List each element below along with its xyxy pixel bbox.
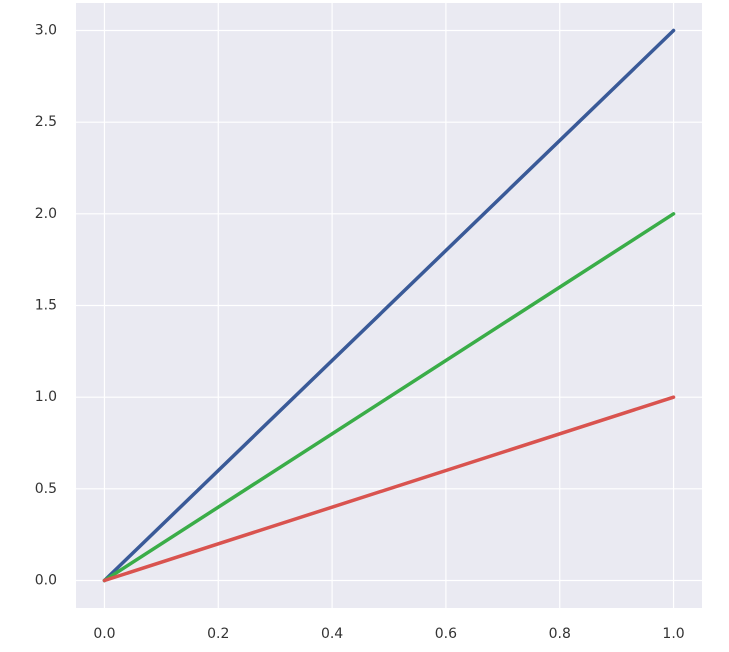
x-tick-label: 0.0 xyxy=(93,626,115,642)
y-tick-label: 2.0 xyxy=(35,206,57,222)
line-series xyxy=(102,395,676,583)
y-tick-label: 1.5 xyxy=(35,298,57,314)
line-series xyxy=(102,212,676,583)
y-tick-label: 0.0 xyxy=(35,573,57,589)
y-tick-label: 2.5 xyxy=(35,114,57,130)
y-tick-label: 1.0 xyxy=(35,389,57,405)
x-tick-label: 0.4 xyxy=(321,626,343,642)
x-tick-label: 0.6 xyxy=(435,626,457,642)
line-series xyxy=(102,28,676,583)
y-tick-label: 3.0 xyxy=(35,23,57,39)
y-tick-label: 0.5 xyxy=(35,481,57,497)
x-tick-label: 0.8 xyxy=(549,626,571,642)
x-tick-label: 1.0 xyxy=(662,626,684,642)
x-tick-label: 0.2 xyxy=(207,626,229,642)
